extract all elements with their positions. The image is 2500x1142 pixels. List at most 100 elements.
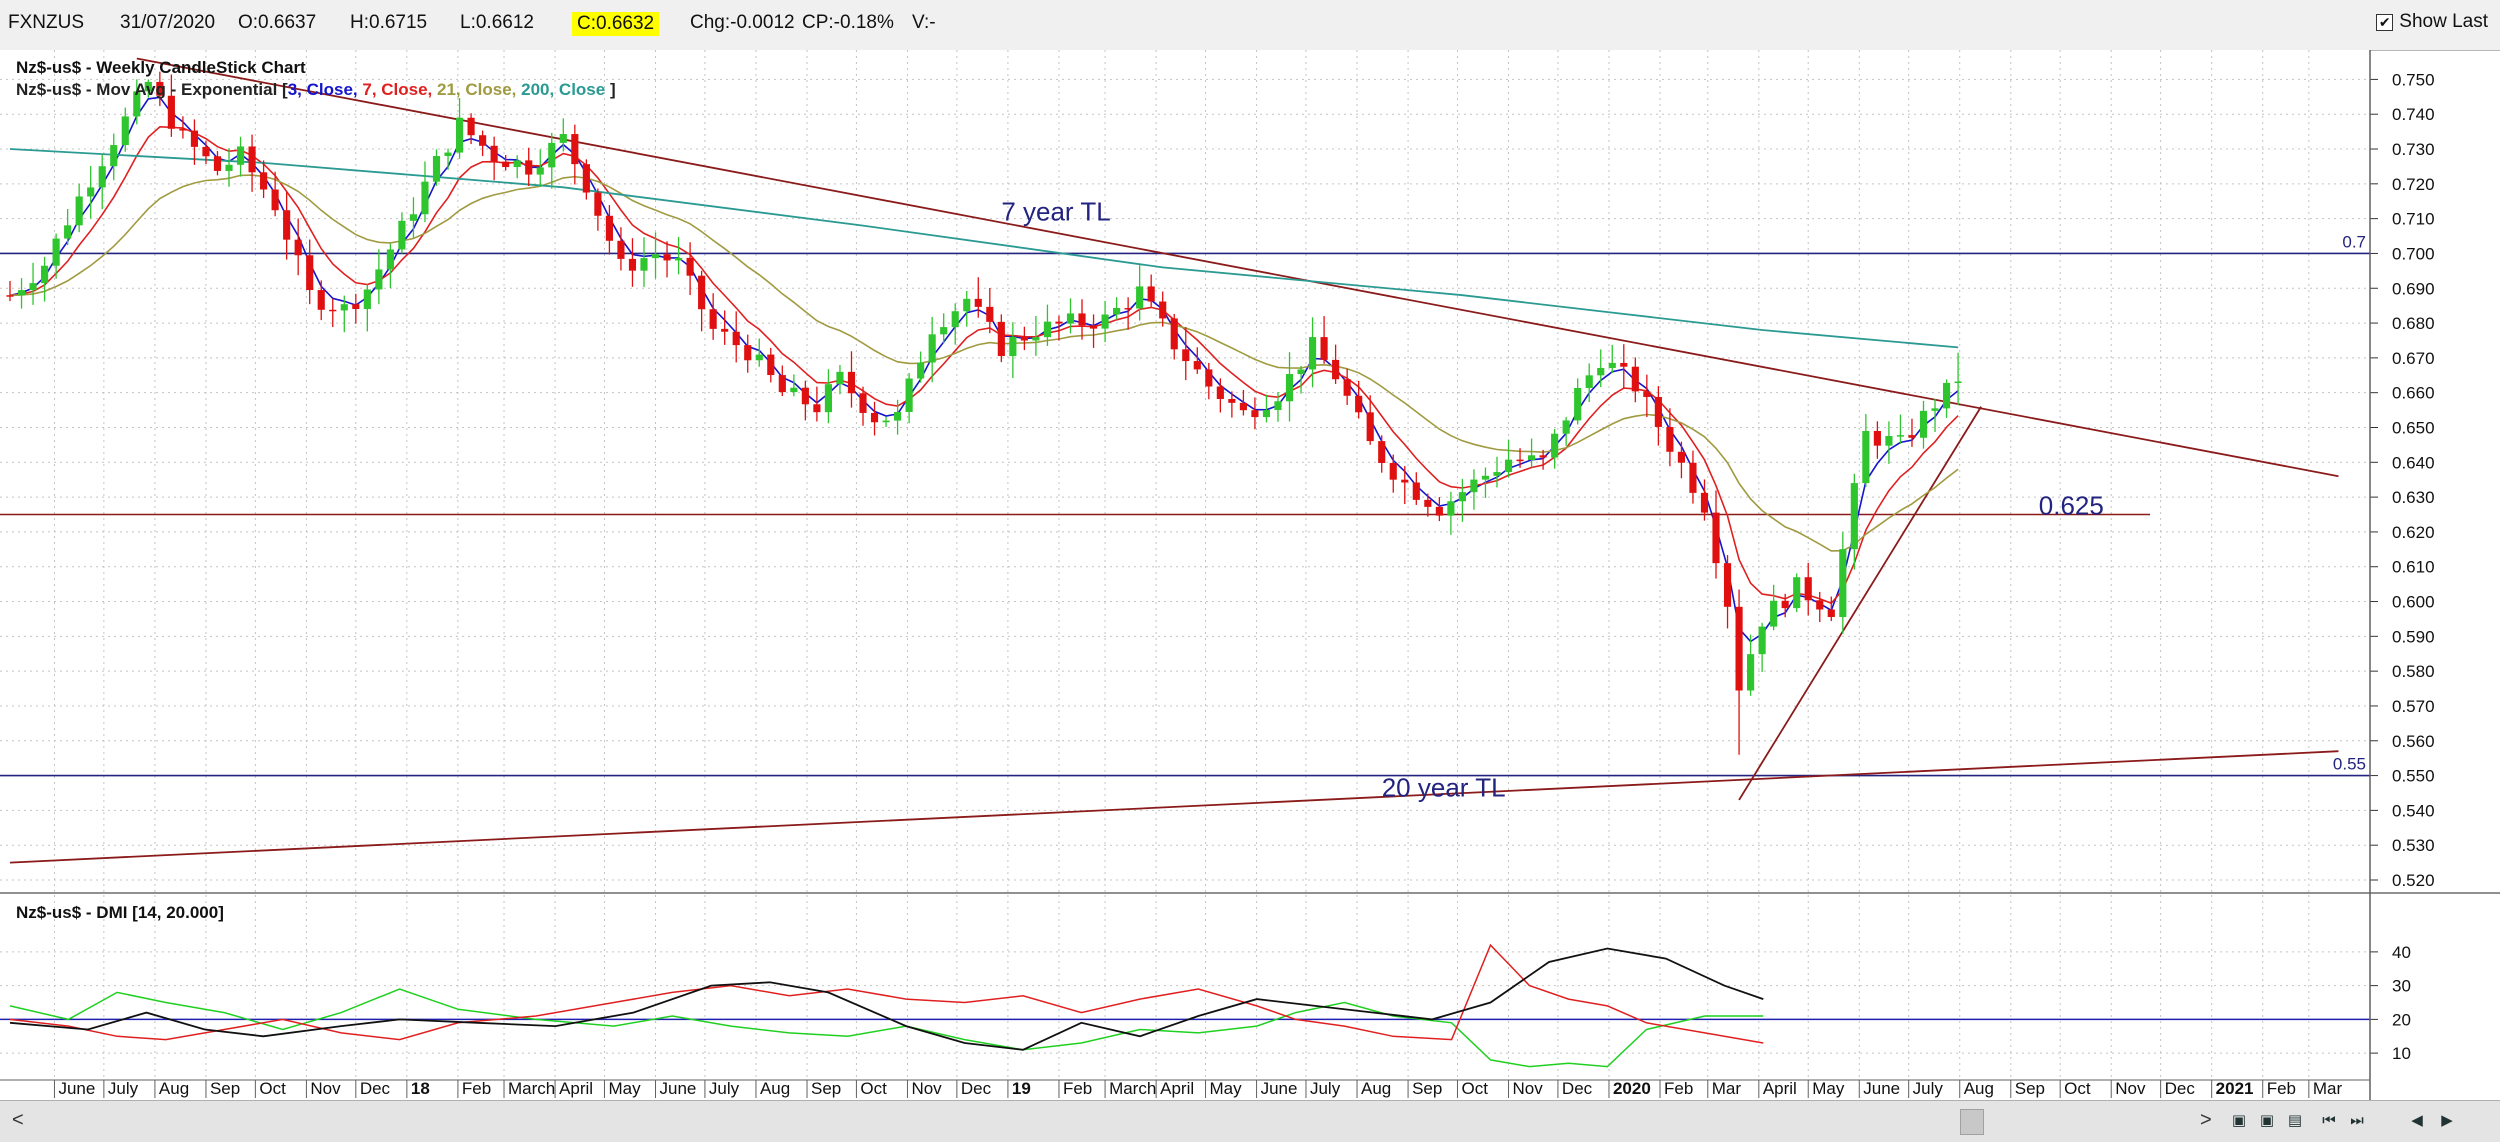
candle-body-up (1481, 475, 1490, 480)
candle-body-down (1631, 366, 1639, 392)
x-tick-label: May (1210, 1079, 1243, 1098)
candle-body-down (1089, 325, 1098, 329)
candle-body-down (1435, 506, 1443, 516)
x-tick-label: 19 (1012, 1079, 1031, 1098)
candle-body-down (1539, 455, 1547, 458)
candle-body-down (605, 215, 613, 241)
candle-body-up (29, 283, 37, 291)
candle-body-down (1343, 379, 1351, 396)
scroll-thumb[interactable] (1960, 1109, 1984, 1135)
candle-body-down (1159, 301, 1167, 319)
candle-body-up (1747, 654, 1755, 691)
candle-body-down (1320, 337, 1328, 360)
candle-body-up (1470, 479, 1478, 493)
candle-body-down (744, 345, 752, 361)
x-tick-label: Dec (2165, 1079, 2196, 1098)
candle-body-up (1009, 336, 1017, 357)
candle-body-up (236, 146, 245, 165)
candle-body-down (1654, 396, 1662, 427)
candle-body-down (582, 164, 590, 193)
candle-body-down (1355, 395, 1363, 413)
candle-body-down (1620, 362, 1628, 367)
x-tick-label: July (1913, 1079, 1944, 1098)
scroll-right-icon[interactable]: > (2200, 1109, 2212, 1131)
x-tick-label: Sep (811, 1079, 841, 1098)
x-tick-label: Aug (760, 1079, 790, 1098)
candle-body-down (1228, 398, 1236, 403)
show-last-toggle[interactable]: ✔ Show Last (2376, 11, 2488, 33)
x-tick-label: Nov (2115, 1079, 2146, 1098)
scroll-bar[interactable]: < > ▣ ▣ ▤ ⏮ ⏭ ◀ ▶ (0, 1100, 2500, 1142)
candle-body-down (859, 393, 867, 413)
price-tick-label: 0.750 (2392, 70, 2435, 89)
candle-body-down (306, 255, 314, 291)
candle-body-up (755, 354, 763, 361)
show-last-checkbox[interactable]: ✔ (2376, 13, 2394, 31)
candle-body-up (536, 167, 544, 175)
candle-body-up (455, 117, 464, 153)
candle-body-down (617, 240, 625, 259)
candle-body-down (1677, 451, 1686, 463)
horizontal-level-label: 0.55 (2333, 755, 2366, 774)
candle-body-up (1862, 430, 1870, 484)
price-tick-label: 0.620 (2392, 523, 2435, 542)
candle-body-down (721, 328, 729, 332)
candle-body-down (1078, 313, 1086, 326)
candle-body-up (64, 225, 72, 239)
candle-body-down (1182, 349, 1190, 362)
save-icon[interactable]: ▤ (2287, 1112, 2303, 1129)
x-tick-label: Dec (1562, 1079, 1593, 1098)
x-tick-label: March (1109, 1079, 1156, 1098)
zoom-out-icon[interactable]: ▣ (2259, 1112, 2275, 1129)
candle-body-down (571, 134, 579, 165)
candle-body-down (663, 254, 671, 261)
step-back-icon[interactable]: ◀ (2411, 1112, 2423, 1129)
go-first-icon[interactable]: ⏮ (2322, 1112, 2336, 1129)
chart-annotation: 0.625 (2039, 491, 2104, 521)
candle-body-down (1239, 402, 1247, 411)
x-tick-label: July (1310, 1079, 1341, 1098)
candle-body-up (548, 142, 556, 168)
candle-body-down (213, 156, 222, 171)
candle-body-down (986, 306, 994, 322)
candle-body-up (917, 362, 925, 379)
price-tick-label: 0.550 (2392, 767, 2435, 786)
quote-toolbar: FXNZUS 31/07/2020 O:0.6637 H:0.6715 L:0.… (0, 0, 2500, 51)
high-label: H:0.6715 (350, 12, 428, 33)
price-tick-label: 0.580 (2392, 662, 2435, 681)
ema-21-line (9, 174, 1959, 552)
candle-body-down (167, 95, 175, 129)
x-tick-label: Sep (210, 1079, 240, 1098)
go-end-icon[interactable]: ⏭ (2350, 1112, 2364, 1129)
zoom-in-icon[interactable]: ▣ (2231, 1112, 2247, 1129)
candle-body-up (1032, 337, 1040, 341)
price-tick-label: 0.630 (2392, 488, 2435, 507)
candle-body-down (1700, 492, 1709, 513)
x-tick-label: May (1812, 1079, 1845, 1098)
candle-body-up (1458, 492, 1466, 502)
dmi-tick-label: 10 (2392, 1044, 2411, 1063)
chart-canvas: 0.7 0.55 7 year TL 0.625 20 year TL Nz$-us$… (0, 50, 2500, 1100)
candle-body-up (1585, 375, 1593, 388)
candle-body-down (1193, 361, 1201, 370)
candle-body-up (1113, 307, 1121, 315)
scroll-left-icon[interactable]: < (12, 1109, 24, 1131)
candle-body-up (1942, 382, 1951, 409)
legend-item: 3, Close, (288, 80, 363, 99)
x-tick-label: Oct (2064, 1079, 2091, 1098)
candle-body-up (1528, 455, 1536, 461)
candle-body-up (1770, 600, 1778, 627)
candle-body-down (525, 160, 533, 175)
annotations: 7 year TL 0.625 20 year TL (1001, 196, 2104, 802)
candle-body-up (790, 387, 798, 393)
x-tick-label: March (508, 1079, 555, 1098)
candle-body-up (1308, 337, 1317, 370)
candle-body-down (686, 257, 694, 276)
candle-body-up (75, 196, 83, 226)
price-tick-label: 0.680 (2392, 314, 2435, 333)
candle-body-down (1412, 482, 1420, 500)
candle-body-down (6, 295, 14, 297)
step-forward-icon[interactable]: ▶ (2441, 1112, 2453, 1129)
x-tick-label: May (608, 1079, 641, 1098)
price-panel: 0.7 0.55 7 year TL 0.625 20 year TL Nz$-us$… (0, 50, 2435, 892)
